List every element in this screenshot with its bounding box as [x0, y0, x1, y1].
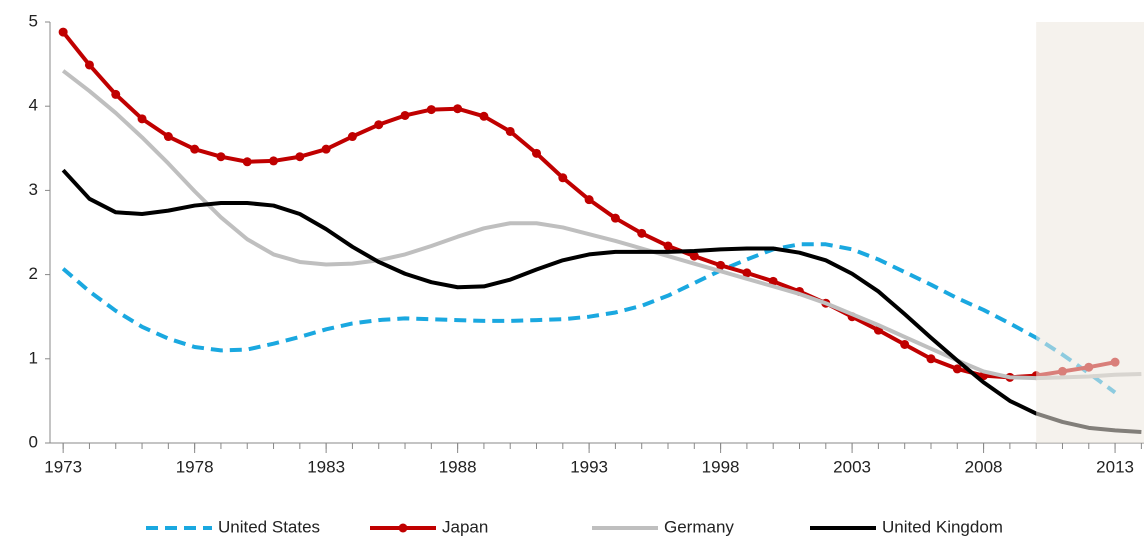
x-tick-label: 1978 — [176, 457, 214, 476]
series-marker — [900, 339, 910, 349]
x-tick-label: 1993 — [570, 457, 608, 476]
legend-marker — [398, 523, 408, 533]
series-marker — [295, 152, 305, 162]
x-tick-label: 1983 — [307, 457, 345, 476]
series-marker — [558, 173, 568, 183]
x-tick-label: 2008 — [965, 457, 1003, 476]
series-marker — [374, 120, 384, 130]
series-marker — [742, 268, 752, 278]
y-tick-label: 5 — [29, 11, 38, 30]
series-marker — [637, 228, 647, 238]
series-marker — [952, 364, 962, 374]
series-marker — [242, 157, 252, 167]
y-tick-label: 4 — [29, 96, 38, 115]
series-marker — [400, 110, 410, 120]
series-marker — [269, 156, 279, 166]
series-marker — [426, 105, 436, 115]
legend-label: United States — [218, 517, 320, 536]
y-tick-label: 3 — [29, 180, 38, 199]
series-marker — [347, 132, 357, 142]
series-marker — [84, 60, 94, 70]
y-tick-label: 2 — [29, 264, 38, 283]
series-marker — [926, 354, 936, 364]
series-marker — [505, 126, 515, 136]
series-marker — [321, 144, 331, 154]
x-tick-label: 1973 — [44, 457, 82, 476]
series-marker — [532, 148, 542, 158]
series-marker — [216, 152, 226, 162]
legend-label: Japan — [442, 517, 488, 536]
series-marker — [689, 251, 699, 261]
x-tick-label: 2003 — [833, 457, 871, 476]
series-marker — [111, 89, 121, 99]
series-marker — [163, 132, 173, 142]
series-line — [61, 69, 1142, 381]
series-marker — [479, 111, 489, 121]
x-tick-label: 1998 — [702, 457, 740, 476]
series-line — [61, 168, 1142, 435]
series-marker — [716, 260, 726, 270]
series-marker — [663, 241, 673, 251]
shaded-region — [1036, 22, 1144, 443]
x-tick-label: 1988 — [439, 457, 477, 476]
legend-label: Germany — [664, 517, 734, 536]
y-tick-label: 1 — [29, 348, 38, 367]
series-marker — [768, 276, 778, 286]
series-line — [61, 242, 1117, 395]
y-tick-label: 0 — [29, 432, 38, 451]
series-marker — [610, 213, 620, 223]
series-marker — [190, 144, 200, 154]
x-tick-label: 2013 — [1096, 457, 1134, 476]
legend-label: United Kingdom — [882, 517, 1003, 536]
series-marker — [584, 195, 594, 205]
series-marker — [58, 27, 68, 37]
series-marker — [453, 104, 463, 114]
series-marker — [137, 114, 147, 124]
